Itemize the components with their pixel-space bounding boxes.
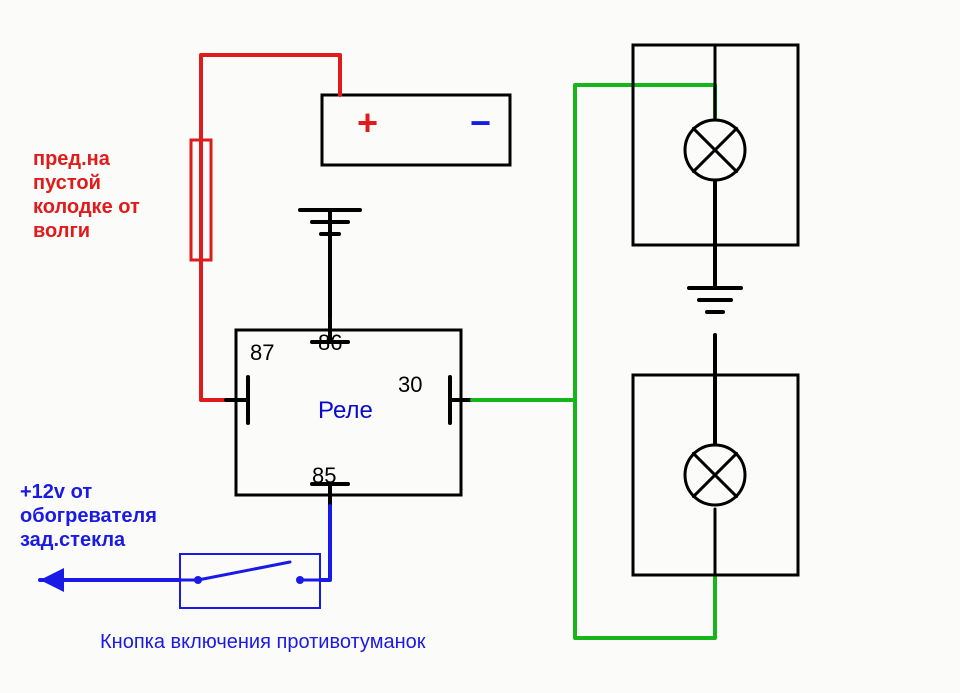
switch-caption: Кнопка включения противотуманок <box>100 631 426 653</box>
heater-note: +12v отобогревателязад.стекла <box>20 481 157 551</box>
arrow-head-12v <box>40 568 64 592</box>
battery-plus-sign: + <box>357 102 378 143</box>
switch-lever <box>198 562 290 580</box>
wire-green-to-bottom-lamp <box>575 400 715 638</box>
battery-minus-sign: − <box>470 102 491 143</box>
pin87-label: 87 <box>250 340 274 365</box>
pin86-label: 86 <box>318 330 342 355</box>
relay-label: Реле <box>318 397 373 424</box>
wire-relay85-to-switch <box>320 506 330 580</box>
pin30-label: 30 <box>398 372 422 397</box>
wire-battery-to-fuse <box>201 55 340 115</box>
pin85-label: 85 <box>312 463 336 488</box>
wire-fuse-to-relay87 <box>201 285 224 400</box>
wire-green-to-top-lamp <box>575 85 715 400</box>
fuse-note: пред.напустойколодке отволги <box>33 148 140 242</box>
